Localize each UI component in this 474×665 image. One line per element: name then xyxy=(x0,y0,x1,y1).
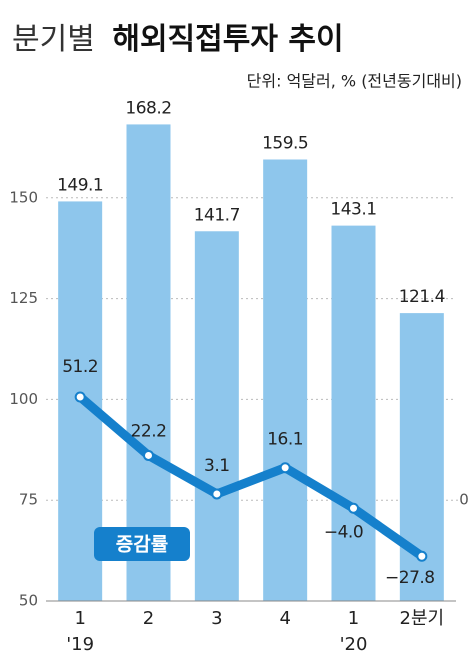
x-tick-label: 2분기 xyxy=(400,608,445,629)
bar xyxy=(263,159,308,601)
chart-title: 분기별 해외직접투자 추이 xyxy=(12,22,344,57)
y2-tick-label: 0 xyxy=(459,491,469,509)
x-tick-label: 4 xyxy=(279,608,290,629)
y-tick-label: 125 xyxy=(9,289,38,307)
title-prefix: 분기별 xyxy=(12,22,95,57)
line-point xyxy=(348,502,359,514)
bar-value-label: 121.4 xyxy=(399,287,445,307)
y-tick-label: 75 xyxy=(19,491,38,509)
bar xyxy=(194,231,239,601)
annotation-box xyxy=(94,527,190,561)
line-value-label: 51.2 xyxy=(62,357,98,377)
bar xyxy=(126,124,171,601)
annotation: 증감률 xyxy=(116,534,168,556)
plot-area: 50751001251500149.1168.2141.7159.5143.11… xyxy=(9,98,468,655)
line-value-label: −4.0 xyxy=(324,522,363,542)
y-tick-label: 50 xyxy=(19,592,38,610)
bar-value-label: 143.1 xyxy=(330,200,376,220)
line-point xyxy=(74,391,86,403)
line-point xyxy=(416,550,428,562)
line-value-label: −27.8 xyxy=(385,568,435,588)
y-tick-label: 150 xyxy=(9,188,38,206)
subtitle: 단위: 억달러, % (전년동기대비) xyxy=(247,72,462,91)
line-value-label: 16.1 xyxy=(267,430,303,450)
bar-value-label: 168.2 xyxy=(125,98,171,118)
line-point xyxy=(143,449,154,461)
line xyxy=(75,392,427,561)
line-value-label: 3.1 xyxy=(204,456,230,476)
bar-value-label: 149.1 xyxy=(57,175,103,195)
line-value-label: 22.2 xyxy=(131,421,167,441)
y-tick-label: 100 xyxy=(9,390,38,408)
x-tick-label: 3 xyxy=(211,608,222,629)
bar-value-label: 141.7 xyxy=(194,205,240,225)
line-point xyxy=(211,488,223,500)
x-tick-label: 1 xyxy=(74,608,85,629)
x-year-label: '20 xyxy=(340,634,368,655)
x-year-label: '19 xyxy=(66,634,94,655)
x-tick-label: 2 xyxy=(143,608,154,629)
x-tick-label: 1 xyxy=(348,608,359,629)
bar xyxy=(331,225,376,602)
line-point xyxy=(279,462,291,474)
title-main: 해외직접투자 추이 xyxy=(112,22,343,57)
bar-value-label: 159.5 xyxy=(262,133,308,153)
